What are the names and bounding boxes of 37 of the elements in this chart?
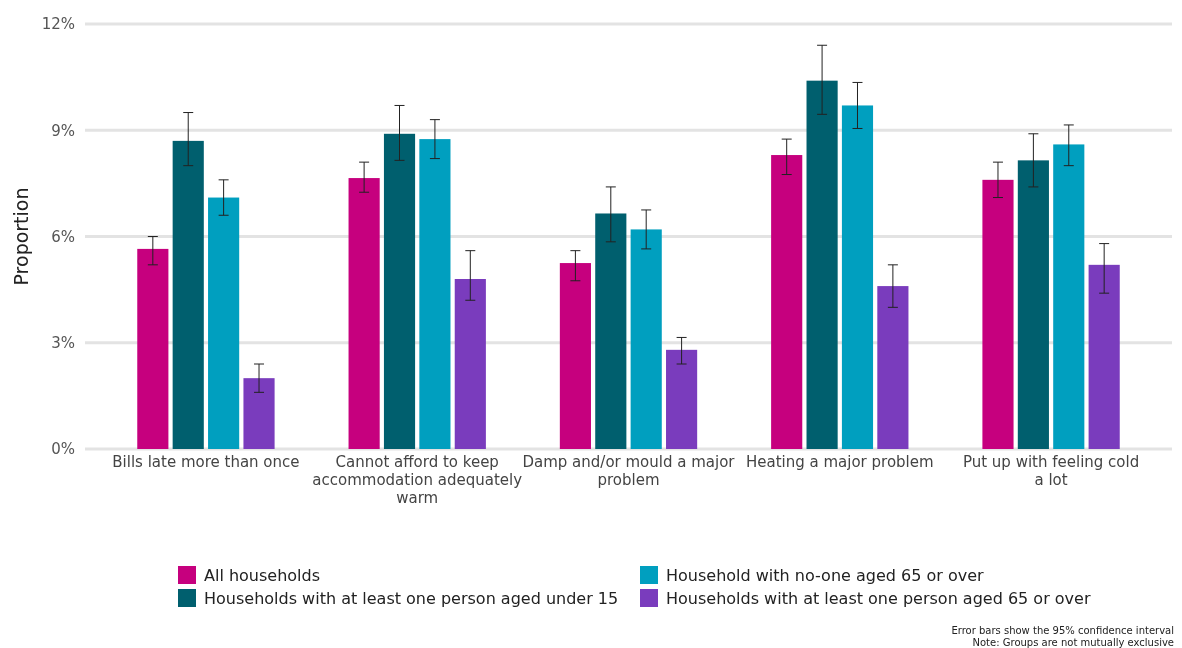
y-tick-label: 0% bbox=[51, 440, 75, 459]
legend-label: Households with at least one person aged under 15 bbox=[204, 588, 619, 608]
bar bbox=[595, 213, 627, 449]
bar bbox=[208, 197, 240, 449]
bar bbox=[348, 178, 380, 449]
bar bbox=[1088, 264, 1120, 449]
text: Error bars show the 95% confidence interval bbox=[951, 625, 1174, 636]
bar bbox=[454, 279, 486, 449]
x-tick-label: Bills late more than once bbox=[112, 453, 300, 471]
text: Note: Groups are not mutually exclusive bbox=[972, 637, 1174, 648]
bar bbox=[172, 140, 204, 449]
bar bbox=[806, 80, 838, 449]
bar bbox=[1053, 144, 1085, 449]
x-tick-label: Cannot afford to keep accommodation adequately warm bbox=[312, 453, 523, 507]
x-tick-label: Damp and/or mould a major problem bbox=[522, 453, 736, 489]
x-tick-label: Heating a major problem bbox=[745, 453, 934, 471]
x-tick-label: Put up with feeling cold a lot bbox=[962, 453, 1140, 489]
bar bbox=[559, 263, 591, 449]
bar bbox=[877, 286, 909, 449]
bar bbox=[137, 248, 169, 449]
y-tick-label: 6% bbox=[51, 227, 75, 246]
bar bbox=[630, 229, 662, 449]
bar bbox=[383, 133, 416, 449]
legend-label: Households with at least one person aged 65 or over bbox=[666, 588, 1091, 608]
bar bbox=[419, 139, 451, 449]
bar bbox=[666, 349, 698, 449]
y-tick-label: 9% bbox=[51, 121, 75, 140]
bar bbox=[841, 105, 874, 449]
y-axis-title: Proportion bbox=[10, 187, 32, 286]
y-tick-label: 12% bbox=[41, 15, 75, 34]
bar bbox=[982, 179, 1014, 449]
legend-label: All households bbox=[204, 565, 321, 585]
y-tick-label: 3% bbox=[51, 334, 75, 352]
bar bbox=[771, 155, 803, 449]
bar bbox=[243, 378, 275, 449]
legend-label: Household with no-one aged 65 or over bbox=[666, 565, 984, 585]
bar bbox=[1017, 160, 1049, 449]
